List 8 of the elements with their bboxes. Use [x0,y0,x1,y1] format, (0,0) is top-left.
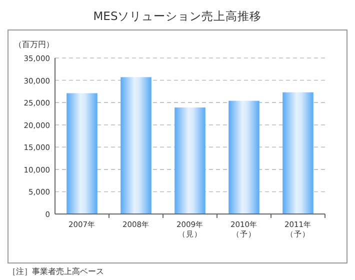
chart-title: MESソリューション売上高推移 [93,9,262,23]
text: ［注］事業者売上高ベース [8,267,104,276]
bar [228,100,260,214]
bar [282,92,314,214]
bar [66,93,98,214]
y-axis-title: （百万円） [14,40,54,49]
bar [174,107,206,214]
bar [120,77,152,214]
